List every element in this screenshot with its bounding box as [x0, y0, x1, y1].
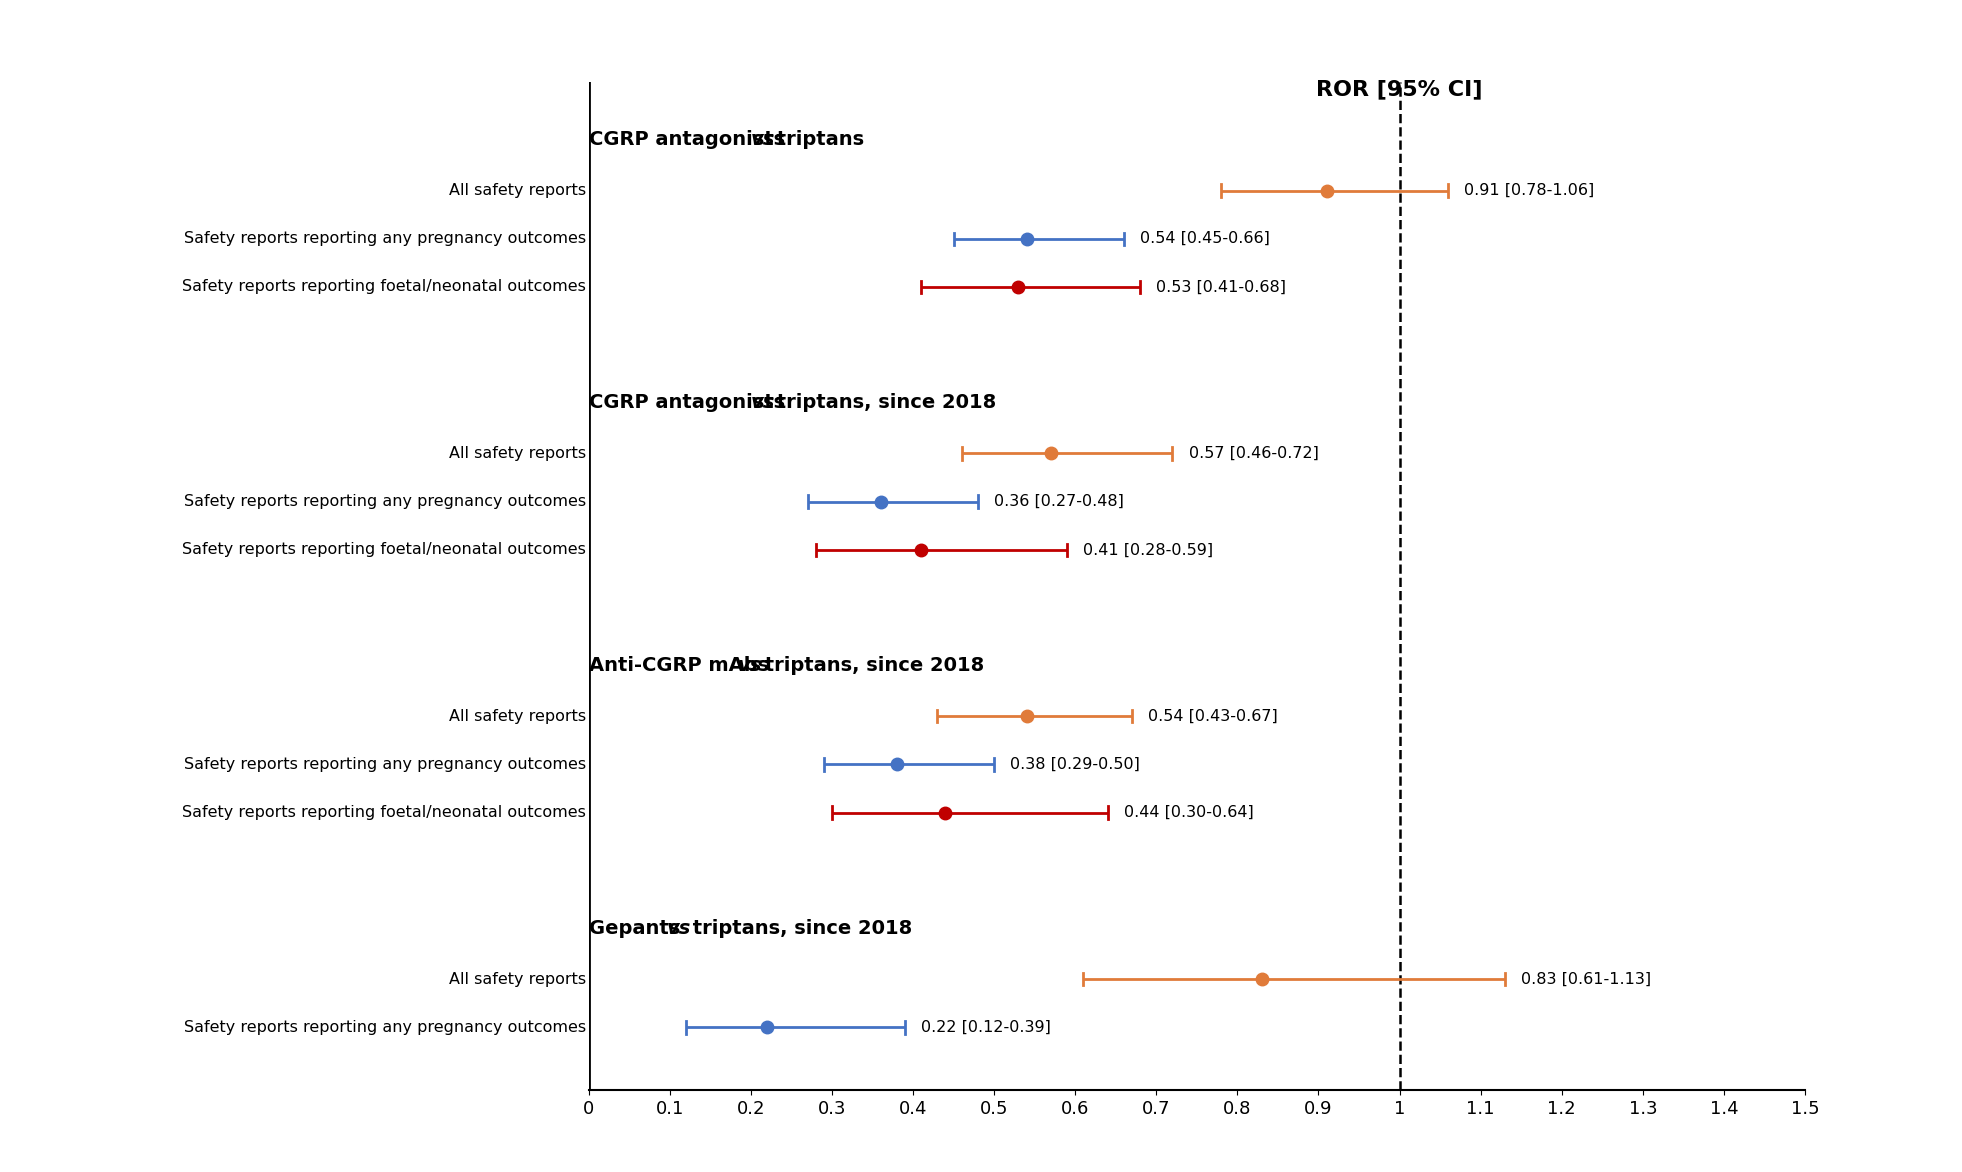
Text: vs: vs	[667, 919, 691, 938]
Text: All safety reports: All safety reports	[449, 972, 587, 987]
Text: All safety reports: All safety reports	[449, 709, 587, 723]
Text: 0.83 [0.61-1.13]: 0.83 [0.61-1.13]	[1521, 972, 1652, 987]
Text: Safety reports reporting any pregnancy outcomes: Safety reports reporting any pregnancy o…	[184, 231, 587, 246]
Text: vs: vs	[738, 656, 763, 675]
Text: 0.44 [0.30-0.64]: 0.44 [0.30-0.64]	[1124, 805, 1254, 820]
Text: Safety reports reporting foetal/neonatal outcomes: Safety reports reporting foetal/neonatal…	[182, 543, 587, 558]
Text: 0.38 [0.29-0.50]: 0.38 [0.29-0.50]	[1010, 757, 1140, 772]
Text: 0.53 [0.41-0.68]: 0.53 [0.41-0.68]	[1156, 279, 1287, 294]
Text: triptans, since 2018: triptans, since 2018	[687, 919, 912, 938]
Text: CGRP antagonists: CGRP antagonists	[589, 130, 791, 149]
Text: Safety reports reporting any pregnancy outcomes: Safety reports reporting any pregnancy o…	[184, 495, 587, 509]
Text: Anti-CGRP mAbs: Anti-CGRP mAbs	[589, 656, 775, 675]
Text: All safety reports: All safety reports	[449, 445, 587, 461]
Text: Safety reports reporting any pregnancy outcomes: Safety reports reporting any pregnancy o…	[184, 1020, 587, 1035]
Text: 0.57 [0.46-0.72]: 0.57 [0.46-0.72]	[1189, 445, 1318, 461]
Text: 0.91 [0.78-1.06]: 0.91 [0.78-1.06]	[1464, 183, 1595, 198]
Text: triptans, since 2018: triptans, since 2018	[771, 394, 997, 413]
Text: triptans, since 2018: triptans, since 2018	[757, 656, 983, 675]
Text: vs: vs	[751, 394, 775, 413]
Text: CGRP antagonists: CGRP antagonists	[589, 394, 791, 413]
Text: 0.54 [0.43-0.67]: 0.54 [0.43-0.67]	[1148, 709, 1277, 723]
Text: Safety reports reporting any pregnancy outcomes: Safety reports reporting any pregnancy o…	[184, 757, 587, 772]
Text: 0.41 [0.28-0.59]: 0.41 [0.28-0.59]	[1083, 543, 1213, 558]
Text: vs: vs	[751, 130, 775, 149]
Text: Gepants: Gepants	[589, 919, 687, 938]
Text: All safety reports: All safety reports	[449, 183, 587, 198]
Text: Safety reports reporting foetal/neonatal outcomes: Safety reports reporting foetal/neonatal…	[182, 805, 587, 820]
Text: Safety reports reporting foetal/neonatal outcomes: Safety reports reporting foetal/neonatal…	[182, 279, 587, 294]
Text: triptans: triptans	[771, 130, 865, 149]
Text: 0.54 [0.45-0.66]: 0.54 [0.45-0.66]	[1140, 231, 1269, 246]
Text: ROR [95% CI]: ROR [95% CI]	[1317, 79, 1483, 98]
Text: 0.36 [0.27-0.48]: 0.36 [0.27-0.48]	[995, 495, 1124, 509]
Text: 0.22 [0.12-0.39]: 0.22 [0.12-0.39]	[920, 1020, 1052, 1035]
